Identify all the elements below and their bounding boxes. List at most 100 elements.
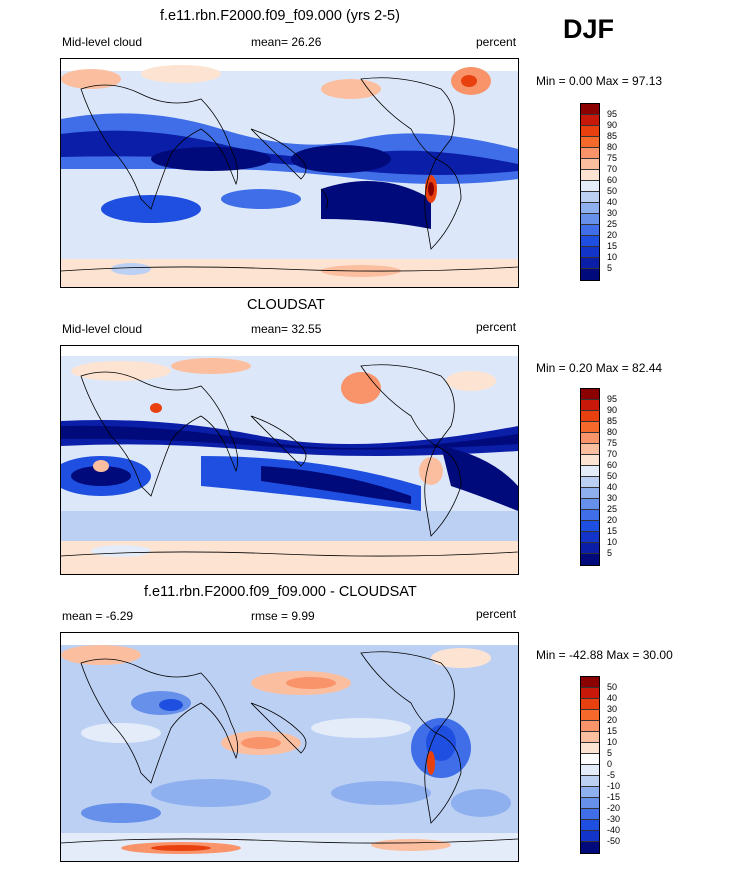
- colorbar-label: 85: [607, 416, 618, 426]
- colorbar-label: 60: [607, 460, 618, 470]
- colorbar-label: 75: [607, 153, 618, 163]
- colorbar-swatch: [581, 510, 599, 521]
- colorbar-label: 25: [607, 504, 618, 514]
- colorbar-swatch: [581, 499, 599, 510]
- colorbar-label: 5: [607, 748, 613, 758]
- colorbar-label: 20: [607, 515, 618, 525]
- colorbar-label: 10: [607, 252, 618, 262]
- panel3-rmse-label: rmse = 9.99: [251, 609, 315, 623]
- colorbar-swatch: [581, 743, 599, 754]
- colorbar-swatch: [581, 433, 599, 444]
- colorbar-label: 10: [607, 737, 618, 747]
- colorbar-swatch: [581, 192, 599, 203]
- colorbar-label: 20: [607, 230, 618, 240]
- colorbar-swatch: [581, 225, 599, 236]
- colorbar-label: 30: [607, 208, 618, 218]
- colorbar-swatch: [581, 422, 599, 433]
- colorbar-label: 50: [607, 186, 618, 196]
- panel3-title: f.e11.rbn.F2000.f09_f09.000 - CLOUDSAT: [144, 584, 417, 600]
- colorbar-label: -20: [607, 803, 621, 813]
- panel2-units-label: percent: [476, 320, 517, 334]
- colorbar-swatch: [581, 554, 599, 565]
- colorbar-swatch: [581, 831, 599, 842]
- colorbar-label: 90: [607, 120, 618, 130]
- colorbar-label: 80: [607, 427, 618, 437]
- colorbar-label: 5: [607, 263, 613, 273]
- colorbar-swatch: [581, 115, 599, 126]
- colorbar-label: 10: [607, 537, 618, 547]
- colorbar-swatch: [581, 455, 599, 466]
- panel1-map: [60, 58, 519, 288]
- colorbar-swatch: [581, 677, 599, 688]
- colorbar-swatch: [581, 699, 599, 710]
- colorbar-swatch: [581, 236, 599, 247]
- colorbar-label: -50: [607, 836, 621, 846]
- colorbar-swatch: [581, 809, 599, 820]
- season-label: DJF: [563, 14, 615, 44]
- colorbar-label: -40: [607, 825, 621, 835]
- panel1-minmax: Min = 0.00 Max = 97.13: [536, 74, 663, 88]
- colorbar-swatch: [581, 269, 599, 280]
- colorbar-swatch: [581, 787, 599, 798]
- colorbar-swatch: [581, 488, 599, 499]
- colorbar-label: -10: [607, 781, 621, 791]
- colorbar-swatch: [581, 159, 599, 170]
- colorbar-label: 25: [607, 219, 618, 229]
- colorbar-swatch: [581, 477, 599, 488]
- colorbar-label: 50: [607, 471, 618, 481]
- colorbar-swatch: [581, 400, 599, 411]
- colorbar-swatch: [581, 137, 599, 148]
- colorbar-label: 40: [607, 197, 618, 207]
- colorbar-label: 40: [607, 482, 618, 492]
- colorbar-swatch: [581, 104, 599, 115]
- colorbar-swatch: [581, 466, 599, 477]
- colorbar-swatch: [581, 710, 599, 721]
- colorbar-swatch: [581, 798, 599, 809]
- panel1-left-label: Mid-level cloud: [62, 35, 143, 49]
- colorbar-swatch: [581, 732, 599, 743]
- panel1-mean-label: mean= 26.26: [251, 35, 322, 49]
- panel1-colorbar: [580, 103, 600, 281]
- colorbar-label: 50: [607, 682, 618, 692]
- colorbar-label: 70: [607, 164, 618, 174]
- colorbar-label: 15: [607, 726, 618, 736]
- panel3-mean-label: mean = -6.29: [62, 609, 134, 623]
- colorbar-swatch: [581, 126, 599, 137]
- colorbar-label: 85: [607, 131, 618, 141]
- colorbar-label: 15: [607, 241, 618, 251]
- panel2-map: [60, 345, 519, 575]
- colorbar-swatch: [581, 721, 599, 732]
- colorbar-swatch: [581, 148, 599, 159]
- panel2-colorbar: [580, 388, 600, 566]
- colorbar-swatch: [581, 532, 599, 543]
- colorbar-swatch: [581, 258, 599, 269]
- colorbar-swatch: [581, 842, 599, 853]
- colorbar-swatch: [581, 214, 599, 225]
- colorbar-swatch: [581, 543, 599, 554]
- colorbar-swatch: [581, 411, 599, 422]
- colorbar-swatch: [581, 247, 599, 258]
- colorbar-label: 30: [607, 493, 618, 503]
- colorbar-swatch: [581, 820, 599, 831]
- colorbar-label: -15: [607, 792, 621, 802]
- panel2-minmax: Min = 0.20 Max = 82.44: [536, 361, 663, 375]
- colorbar-label: 30: [607, 704, 618, 714]
- panel2-title: CLOUDSAT: [247, 297, 325, 313]
- colorbar-swatch: [581, 688, 599, 699]
- colorbar-swatch: [581, 181, 599, 192]
- colorbar-swatch: [581, 389, 599, 400]
- panel3-units-label: percent: [476, 607, 517, 621]
- panel2-mean-label: mean= 32.55: [251, 322, 322, 336]
- colorbar-label: -30: [607, 814, 621, 824]
- panel2-left-label: Mid-level cloud: [62, 322, 143, 336]
- colorbar-swatch: [581, 765, 599, 776]
- colorbar-label: 80: [607, 142, 618, 152]
- colorbar-label: 20: [607, 715, 618, 725]
- colorbar-label: 75: [607, 438, 618, 448]
- colorbar-label: 5: [607, 548, 613, 558]
- colorbar-label: 90: [607, 405, 618, 415]
- colorbar-swatch: [581, 776, 599, 787]
- panel1-title: f.e11.rbn.F2000.f09_f09.000 (yrs 2-5): [160, 8, 400, 24]
- colorbar-label: 95: [607, 109, 618, 119]
- colorbar-swatch: [581, 203, 599, 214]
